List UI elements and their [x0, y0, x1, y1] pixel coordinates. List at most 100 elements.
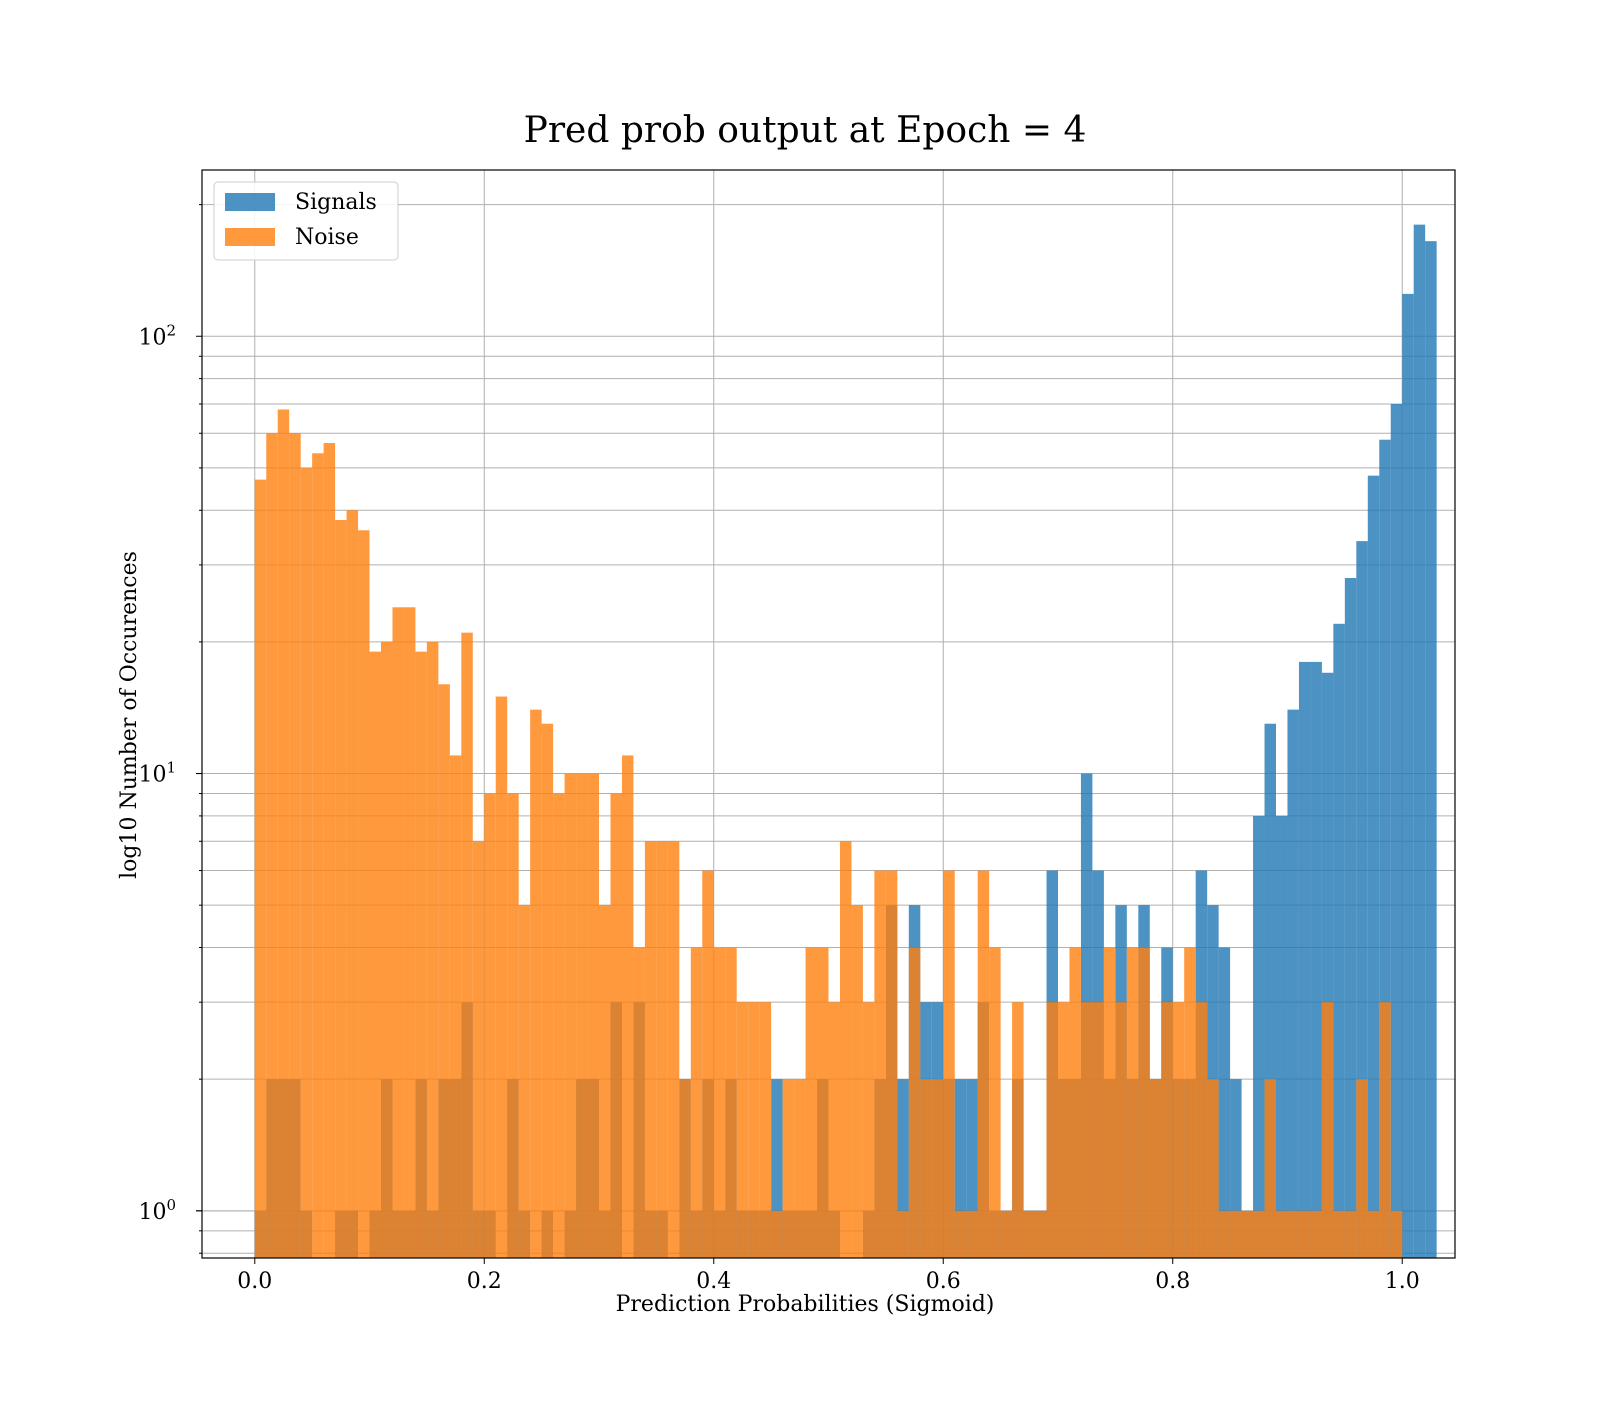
legend-swatch-signals [225, 193, 275, 211]
y-axis-label: log10 Number of Occurences [117, 551, 142, 879]
x-tick-label: 0.0 [237, 1269, 272, 1294]
bar-noise [495, 696, 508, 1258]
bar-noise [530, 709, 542, 1258]
bar-signals [1218, 947, 1231, 1258]
legend: Signals Noise [213, 181, 399, 261]
bar-noise [1230, 1210, 1242, 1258]
bar-noise [403, 607, 416, 1258]
y-tick-label: 101 [138, 759, 176, 788]
x-axis-label: Prediction Probabilities (Sigmoid) [616, 1292, 995, 1317]
bar-signals [1367, 475, 1380, 1258]
bar-noise [610, 793, 622, 1258]
bar-noise [943, 870, 955, 1258]
axis-ticks: 0.0 0.2 0.4 0.6 0.8 1.0 100 101 102 [138, 204, 1420, 1294]
bar-noise [805, 947, 818, 1258]
bar-noise [541, 723, 554, 1258]
bar-signals [897, 1079, 909, 1258]
bar-noise [656, 841, 668, 1258]
bar-noise [794, 1079, 806, 1258]
bar-noise [1046, 1002, 1058, 1258]
bar-noise [323, 443, 336, 1258]
bar-noise [1057, 1002, 1070, 1258]
bar-signals [966, 1079, 978, 1258]
bar-signals [1356, 541, 1368, 1258]
bar-noise [312, 453, 324, 1258]
bar-signals [1333, 623, 1345, 1258]
bar-noise [633, 947, 645, 1258]
bar-noise [484, 793, 496, 1258]
bar-noise [931, 1079, 944, 1258]
bar-noise [862, 1002, 875, 1258]
bar-noise [839, 841, 852, 1258]
bar-noise [1195, 1002, 1208, 1258]
bar-noise [1115, 1002, 1127, 1258]
bar-noise [817, 947, 829, 1258]
legend-label-noise: Noise [295, 225, 359, 250]
bar-noise [1023, 1210, 1036, 1258]
bar-noise [874, 870, 886, 1258]
bar-signals [1321, 672, 1334, 1258]
bar-noise [920, 1079, 932, 1258]
bar-noise [989, 947, 1001, 1258]
bar-signals [1379, 439, 1391, 1259]
bar-noise [358, 530, 370, 1258]
bar-noise [1253, 1210, 1265, 1258]
bar-noise [587, 773, 600, 1258]
bar-noise [771, 1210, 783, 1258]
x-tick-label: 0.6 [926, 1269, 961, 1294]
bar-noise [426, 641, 439, 1258]
bar-noise [1241, 1210, 1254, 1258]
bar-signals [1413, 224, 1426, 1258]
bar-noise [346, 510, 359, 1259]
bar-noise [828, 1002, 840, 1258]
bar-noise [1287, 1210, 1299, 1258]
bar-noise [736, 1002, 749, 1258]
bar-noise [1344, 1210, 1357, 1258]
bar-noise [1000, 1210, 1013, 1258]
y-tick-label: 100 [138, 1196, 176, 1225]
bar-noise [966, 1210, 978, 1258]
bar-noise [908, 947, 921, 1258]
bar-signals [1287, 709, 1299, 1258]
x-tick-label: 1.0 [1385, 1269, 1420, 1294]
bar-signals [1344, 578, 1357, 1258]
bar-noise [1172, 1002, 1185, 1258]
bar-signals [1230, 1079, 1242, 1258]
bar-noise [369, 651, 381, 1258]
bar-signals [771, 1079, 783, 1258]
bar-noise [472, 841, 485, 1258]
bar-signals [1390, 403, 1403, 1258]
bar-signals [954, 1079, 967, 1258]
legend-label-signals: Signals [295, 190, 377, 215]
bar-noise [1218, 1210, 1231, 1258]
bar-noise [599, 905, 611, 1258]
bar-noise [392, 607, 404, 1258]
x-tick-label: 0.8 [1155, 1269, 1190, 1294]
bar-noise [782, 1079, 795, 1258]
bar-noise [1069, 947, 1081, 1258]
bar-noise [725, 947, 737, 1258]
bar-noise [300, 467, 313, 1258]
bar-signals [1264, 723, 1276, 1258]
bar-noise [1103, 947, 1116, 1258]
bar-signals [1425, 241, 1437, 1258]
bar-noise [702, 870, 714, 1258]
x-tick-label: 0.4 [696, 1269, 731, 1294]
bar-noise [438, 684, 450, 1258]
bar-signals [1402, 293, 1414, 1258]
bar-noise [851, 905, 863, 1258]
x-tick-label: 0.2 [467, 1269, 502, 1294]
bar-noise [1333, 1210, 1345, 1258]
bar-noise [415, 651, 427, 1258]
bar-noise [977, 870, 990, 1258]
bar-noise [1035, 1210, 1047, 1258]
bar-noise [1138, 947, 1150, 1258]
bar-noise [1390, 1210, 1403, 1258]
bar-signals [1298, 661, 1311, 1258]
bar-noise [1080, 1002, 1093, 1258]
bar-noise [576, 773, 588, 1258]
legend-swatch-noise [225, 228, 275, 246]
bar-noise [644, 841, 657, 1258]
series-noise [254, 409, 1403, 1259]
